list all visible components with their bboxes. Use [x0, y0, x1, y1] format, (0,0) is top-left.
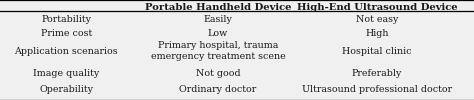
Text: Prime cost: Prime cost — [41, 28, 92, 38]
Text: High-End Ultrasound Device: High-End Ultrasound Device — [297, 3, 457, 12]
Text: Image quality: Image quality — [33, 68, 100, 78]
Text: Application scenarios: Application scenarios — [15, 46, 118, 56]
Text: Preferably: Preferably — [352, 68, 402, 78]
Text: Hospital clinic: Hospital clinic — [342, 46, 411, 56]
Text: Not easy: Not easy — [356, 16, 398, 24]
Text: Ultrasound professional doctor: Ultrasound professional doctor — [302, 84, 452, 94]
Text: High: High — [365, 28, 389, 38]
Text: Portable Handheld Device: Portable Handheld Device — [145, 3, 292, 12]
Text: Not good: Not good — [196, 68, 240, 78]
Text: Operability: Operability — [39, 84, 93, 94]
Text: Easily: Easily — [204, 16, 232, 24]
Text: Ordinary doctor: Ordinary doctor — [180, 84, 256, 94]
Text: Primary hospital, trauma
emergency treatment scene: Primary hospital, trauma emergency treat… — [151, 41, 285, 61]
Text: Portability: Portability — [41, 16, 91, 24]
Text: Low: Low — [208, 28, 228, 38]
